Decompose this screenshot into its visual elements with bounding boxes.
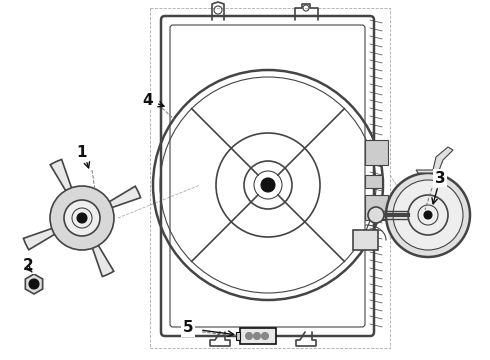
Polygon shape <box>98 186 141 212</box>
Bar <box>150 8 390 348</box>
Circle shape <box>29 279 39 289</box>
Text: 3: 3 <box>435 171 445 185</box>
Polygon shape <box>365 140 388 165</box>
Polygon shape <box>50 159 76 203</box>
Circle shape <box>424 211 432 219</box>
Circle shape <box>262 333 269 339</box>
Polygon shape <box>24 224 67 250</box>
Text: 5: 5 <box>183 320 194 336</box>
Polygon shape <box>240 328 276 344</box>
Circle shape <box>245 333 252 339</box>
Polygon shape <box>236 332 240 340</box>
Polygon shape <box>416 147 453 173</box>
Text: 1: 1 <box>77 144 87 159</box>
Circle shape <box>253 333 261 339</box>
Polygon shape <box>365 195 388 220</box>
Circle shape <box>386 173 470 257</box>
Circle shape <box>64 200 100 236</box>
Polygon shape <box>25 274 43 294</box>
Circle shape <box>261 178 275 192</box>
Circle shape <box>368 207 384 223</box>
Circle shape <box>50 186 114 250</box>
Circle shape <box>77 213 87 223</box>
Text: 2: 2 <box>23 257 33 273</box>
Circle shape <box>393 180 463 250</box>
Polygon shape <box>365 175 382 188</box>
Text: 4: 4 <box>143 93 153 108</box>
Polygon shape <box>353 230 378 250</box>
Polygon shape <box>88 233 114 276</box>
